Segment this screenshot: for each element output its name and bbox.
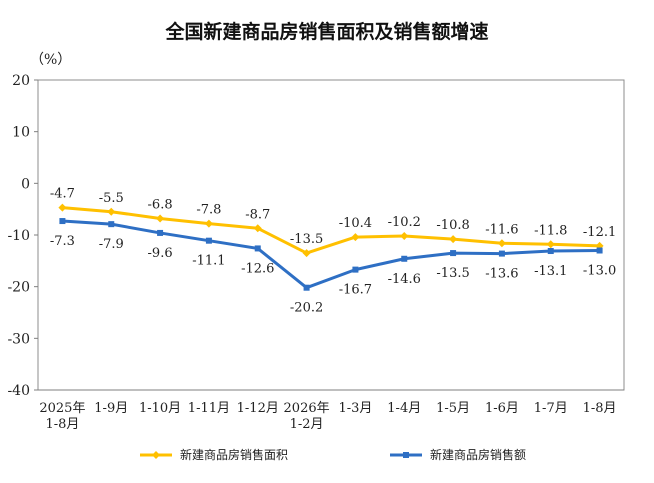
data-point-marker xyxy=(59,218,66,225)
data-label: -14.6 xyxy=(388,272,421,287)
data-label: -7.3 xyxy=(50,234,75,249)
data-point-marker xyxy=(400,232,409,241)
data-point-marker xyxy=(253,224,262,233)
legend: 新建商品房销售面积 新建商品房销售额 xyxy=(140,447,526,462)
data-label: -11.8 xyxy=(534,223,567,238)
data-point-marker xyxy=(547,248,554,255)
data-point-marker xyxy=(450,250,457,257)
data-label: -13.5 xyxy=(290,232,323,247)
y-tick-label: -20 xyxy=(7,280,30,296)
data-point-marker xyxy=(156,214,165,223)
x-tick-label: 1-3月 xyxy=(338,401,372,416)
data-point-marker xyxy=(351,233,360,242)
data-point-marker xyxy=(204,219,213,228)
data-point-marker xyxy=(596,247,603,254)
x-tick-label: 1-6月 xyxy=(485,401,519,416)
data-label: -13.5 xyxy=(436,266,469,281)
y-tick-label: -10 xyxy=(7,228,30,244)
x-tick-label: 1-9月 xyxy=(94,401,128,416)
y-tick-label: 0 xyxy=(21,176,30,192)
data-point-marker xyxy=(497,239,506,248)
data-label: -10.4 xyxy=(339,216,372,231)
data-label: -12.6 xyxy=(241,261,274,276)
data-label-layer: -4.7 -5.5 -6.8 -7.8 -8.7 -13.5 -10.4 -10.2 -10.8… xyxy=(50,187,616,316)
data-label: -10.2 xyxy=(388,215,421,230)
data-point-marker xyxy=(254,245,261,252)
chart-title: 全国新建商品房销售面积及销售额增速 xyxy=(164,20,488,43)
data-label: -10.8 xyxy=(436,218,469,233)
series-line-1 xyxy=(62,219,600,290)
data-label: -11.1 xyxy=(192,254,225,269)
data-label: -5.5 xyxy=(99,191,124,206)
y-tick-label: 10 xyxy=(12,125,30,141)
y-axis-unit: （%） xyxy=(30,52,71,68)
y-axis-ticks: 20 10 0 -10 -20 -30 -40 xyxy=(7,73,38,399)
y-tick-label: -40 xyxy=(7,383,30,399)
data-point-marker xyxy=(108,221,115,228)
data-label: -7.8 xyxy=(196,203,221,218)
data-label: -13.1 xyxy=(534,264,567,279)
data-label: -8.7 xyxy=(245,207,270,222)
x-tick-label: 2025年 1-8月 xyxy=(39,401,85,432)
data-label: -13.6 xyxy=(485,267,518,282)
data-point-marker xyxy=(205,237,212,244)
data-label: -16.7 xyxy=(339,283,372,298)
data-point-marker xyxy=(107,207,116,216)
data-label: -20.2 xyxy=(290,301,323,316)
legend-label: 新建商品房销售面积 xyxy=(180,447,288,462)
data-label: -12.1 xyxy=(583,225,616,240)
data-point-marker xyxy=(303,284,310,291)
x-axis-ticks: 2025年 1-8月 1-9月 1-10月 1-11月 1-12月 2026年 1-2月 1-3… xyxy=(39,401,616,432)
series-line-0 xyxy=(62,206,600,255)
data-point-marker xyxy=(352,266,359,273)
x-tick-label: 1-11月 xyxy=(188,401,230,416)
x-tick-label: 1-8月 xyxy=(583,401,617,416)
data-label: -11.6 xyxy=(485,222,518,237)
data-point-marker xyxy=(58,203,67,212)
data-label: -9.6 xyxy=(148,246,173,261)
data-point-marker xyxy=(302,249,311,258)
x-tick-label: 1-4月 xyxy=(387,401,421,416)
data-label: -4.7 xyxy=(50,187,75,202)
x-tick-label: 1-10月 xyxy=(139,401,181,416)
x-tick-label: 1-7月 xyxy=(534,401,568,416)
legend-label: 新建商品房销售额 xyxy=(430,447,526,462)
x-tick-label: 1-12月 xyxy=(237,401,279,416)
data-label: -13.0 xyxy=(583,264,616,279)
x-tick-label: 2026年 1-2月 xyxy=(284,401,330,432)
y-tick-label: 20 xyxy=(12,73,30,89)
x-tick-label: 1-5月 xyxy=(436,401,470,416)
legend-swatch-marker xyxy=(403,452,409,458)
data-point-marker xyxy=(449,235,458,244)
series-layer xyxy=(58,203,604,291)
data-point-marker xyxy=(546,240,555,249)
data-point-marker xyxy=(157,229,164,236)
data-label: -7.9 xyxy=(99,237,124,252)
data-point-marker xyxy=(401,255,408,262)
data-label: -6.8 xyxy=(148,197,173,212)
legend-swatch-marker xyxy=(152,451,160,459)
y-tick-label: -30 xyxy=(7,331,30,347)
data-point-marker xyxy=(498,250,505,257)
